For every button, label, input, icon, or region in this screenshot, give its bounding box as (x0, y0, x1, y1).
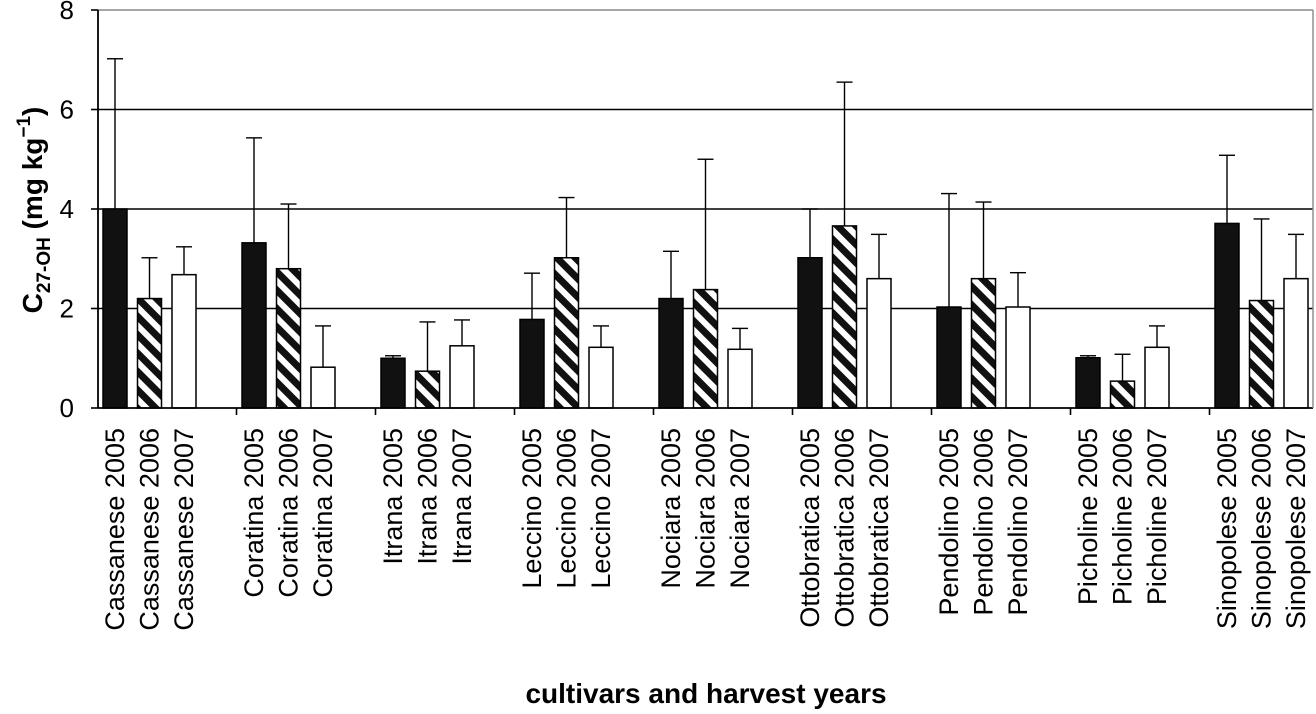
bar (1248, 299, 1275, 409)
bar (414, 370, 441, 409)
bar (1283, 277, 1309, 409)
x-category-label: Pendolino 2005 (934, 428, 964, 616)
x-category-label: Cassanese 2006 (135, 428, 165, 631)
y-tick-label: 4 (60, 194, 74, 224)
bar (1109, 380, 1136, 409)
x-axis-label: cultivars and harvest years (525, 678, 886, 709)
x-category-label: Sinopolese 2007 (1281, 428, 1311, 629)
bar (241, 242, 267, 409)
bar (1005, 306, 1031, 409)
y-tick-label: 0 (60, 393, 74, 423)
bar (692, 288, 719, 409)
x-category-label: Ottobratica 2006 (830, 428, 860, 628)
x-category-label: Ottobratica 2005 (795, 428, 825, 628)
x-category-label: Nociara 2006 (691, 428, 721, 589)
x-category-label: Coratina 2005 (239, 428, 269, 598)
error-bars (107, 58, 1304, 382)
bar (588, 346, 614, 409)
bar (797, 257, 823, 409)
x-category-label: Cassanese 2005 (100, 428, 130, 631)
x-category-label: Sinopolese 2006 (1247, 428, 1277, 629)
y-tick-label: 6 (60, 95, 74, 125)
x-category-label: Leccino 2005 (517, 428, 547, 589)
x-category-label: Coratina 2007 (308, 428, 338, 598)
x-category-label: Nociara 2005 (656, 428, 686, 589)
bar (275, 267, 302, 409)
x-category-label: Cassanese 2007 (169, 428, 199, 631)
y-tick-label: 8 (60, 0, 74, 25)
x-category-label: Picholine 2007 (1142, 428, 1172, 605)
bar (171, 273, 197, 409)
x-category-label: Picholine 2006 (1108, 428, 1138, 605)
bar (553, 257, 580, 409)
x-category-label: Ottobratica 2007 (864, 428, 894, 628)
x-category-label: Itrana 2005 (378, 428, 408, 565)
x-category-label: Pendolino 2006 (969, 428, 999, 616)
bar (866, 277, 892, 409)
x-category-label: Itrana 2007 (447, 428, 477, 565)
x-category-label: Itrana 2006 (413, 428, 443, 565)
bar (102, 208, 128, 409)
x-category-labels: Cassanese 2005 Cassanese 2006 Cassanese 20… (100, 428, 1311, 631)
x-category-label: Sinopolese 2005 (1212, 428, 1242, 629)
x-category-label: Pendolino 2007 (1003, 428, 1033, 616)
bars (102, 208, 1309, 409)
bar (936, 306, 962, 409)
bar (519, 318, 545, 409)
bar (831, 225, 858, 409)
x-category-label: Coratina 2006 (274, 428, 304, 598)
bar (1214, 222, 1240, 409)
x-category-label: Leccino 2007 (586, 428, 616, 589)
bar (136, 297, 163, 409)
bar (970, 277, 997, 409)
bar (449, 345, 475, 409)
bar (727, 348, 753, 409)
x-category-label: Leccino 2006 (552, 428, 582, 589)
bar (658, 297, 684, 409)
bar (1144, 346, 1170, 409)
axes (91, 9, 1314, 415)
y-tick-label: 2 (60, 294, 74, 324)
x-category-label: Nociara 2007 (725, 428, 755, 589)
x-category-label: Picholine 2005 (1073, 428, 1103, 605)
y-axis-label: C27-OH (mg kg−1) (14, 107, 55, 314)
y-tick-labels: 0 2 4 6 8 (60, 0, 74, 423)
bar (1075, 357, 1101, 409)
bar (310, 366, 336, 409)
bar (380, 357, 406, 409)
